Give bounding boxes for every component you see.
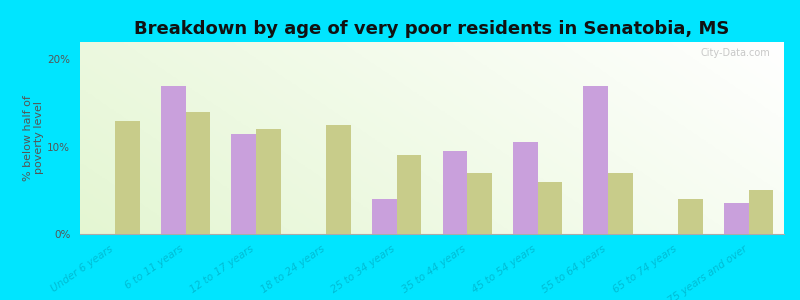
Bar	[397, 155, 422, 234]
Bar	[749, 190, 774, 234]
Bar	[608, 173, 633, 234]
Y-axis label: % below half of
poverty level: % below half of poverty level	[23, 95, 45, 181]
Bar	[372, 199, 397, 234]
Bar	[186, 112, 210, 234]
Bar	[467, 173, 492, 234]
Bar	[161, 85, 186, 234]
Bar	[538, 182, 562, 234]
Bar	[442, 151, 467, 234]
Bar	[724, 203, 749, 234]
Bar	[678, 199, 703, 234]
Title: Breakdown by age of very poor residents in Senatobia, MS: Breakdown by age of very poor residents …	[134, 20, 730, 38]
Text: City-Data.com: City-Data.com	[700, 48, 770, 58]
Bar	[583, 85, 608, 234]
Bar	[513, 142, 538, 234]
Bar	[256, 129, 281, 234]
Bar	[231, 134, 256, 234]
Bar	[115, 121, 140, 234]
Bar	[326, 125, 351, 234]
